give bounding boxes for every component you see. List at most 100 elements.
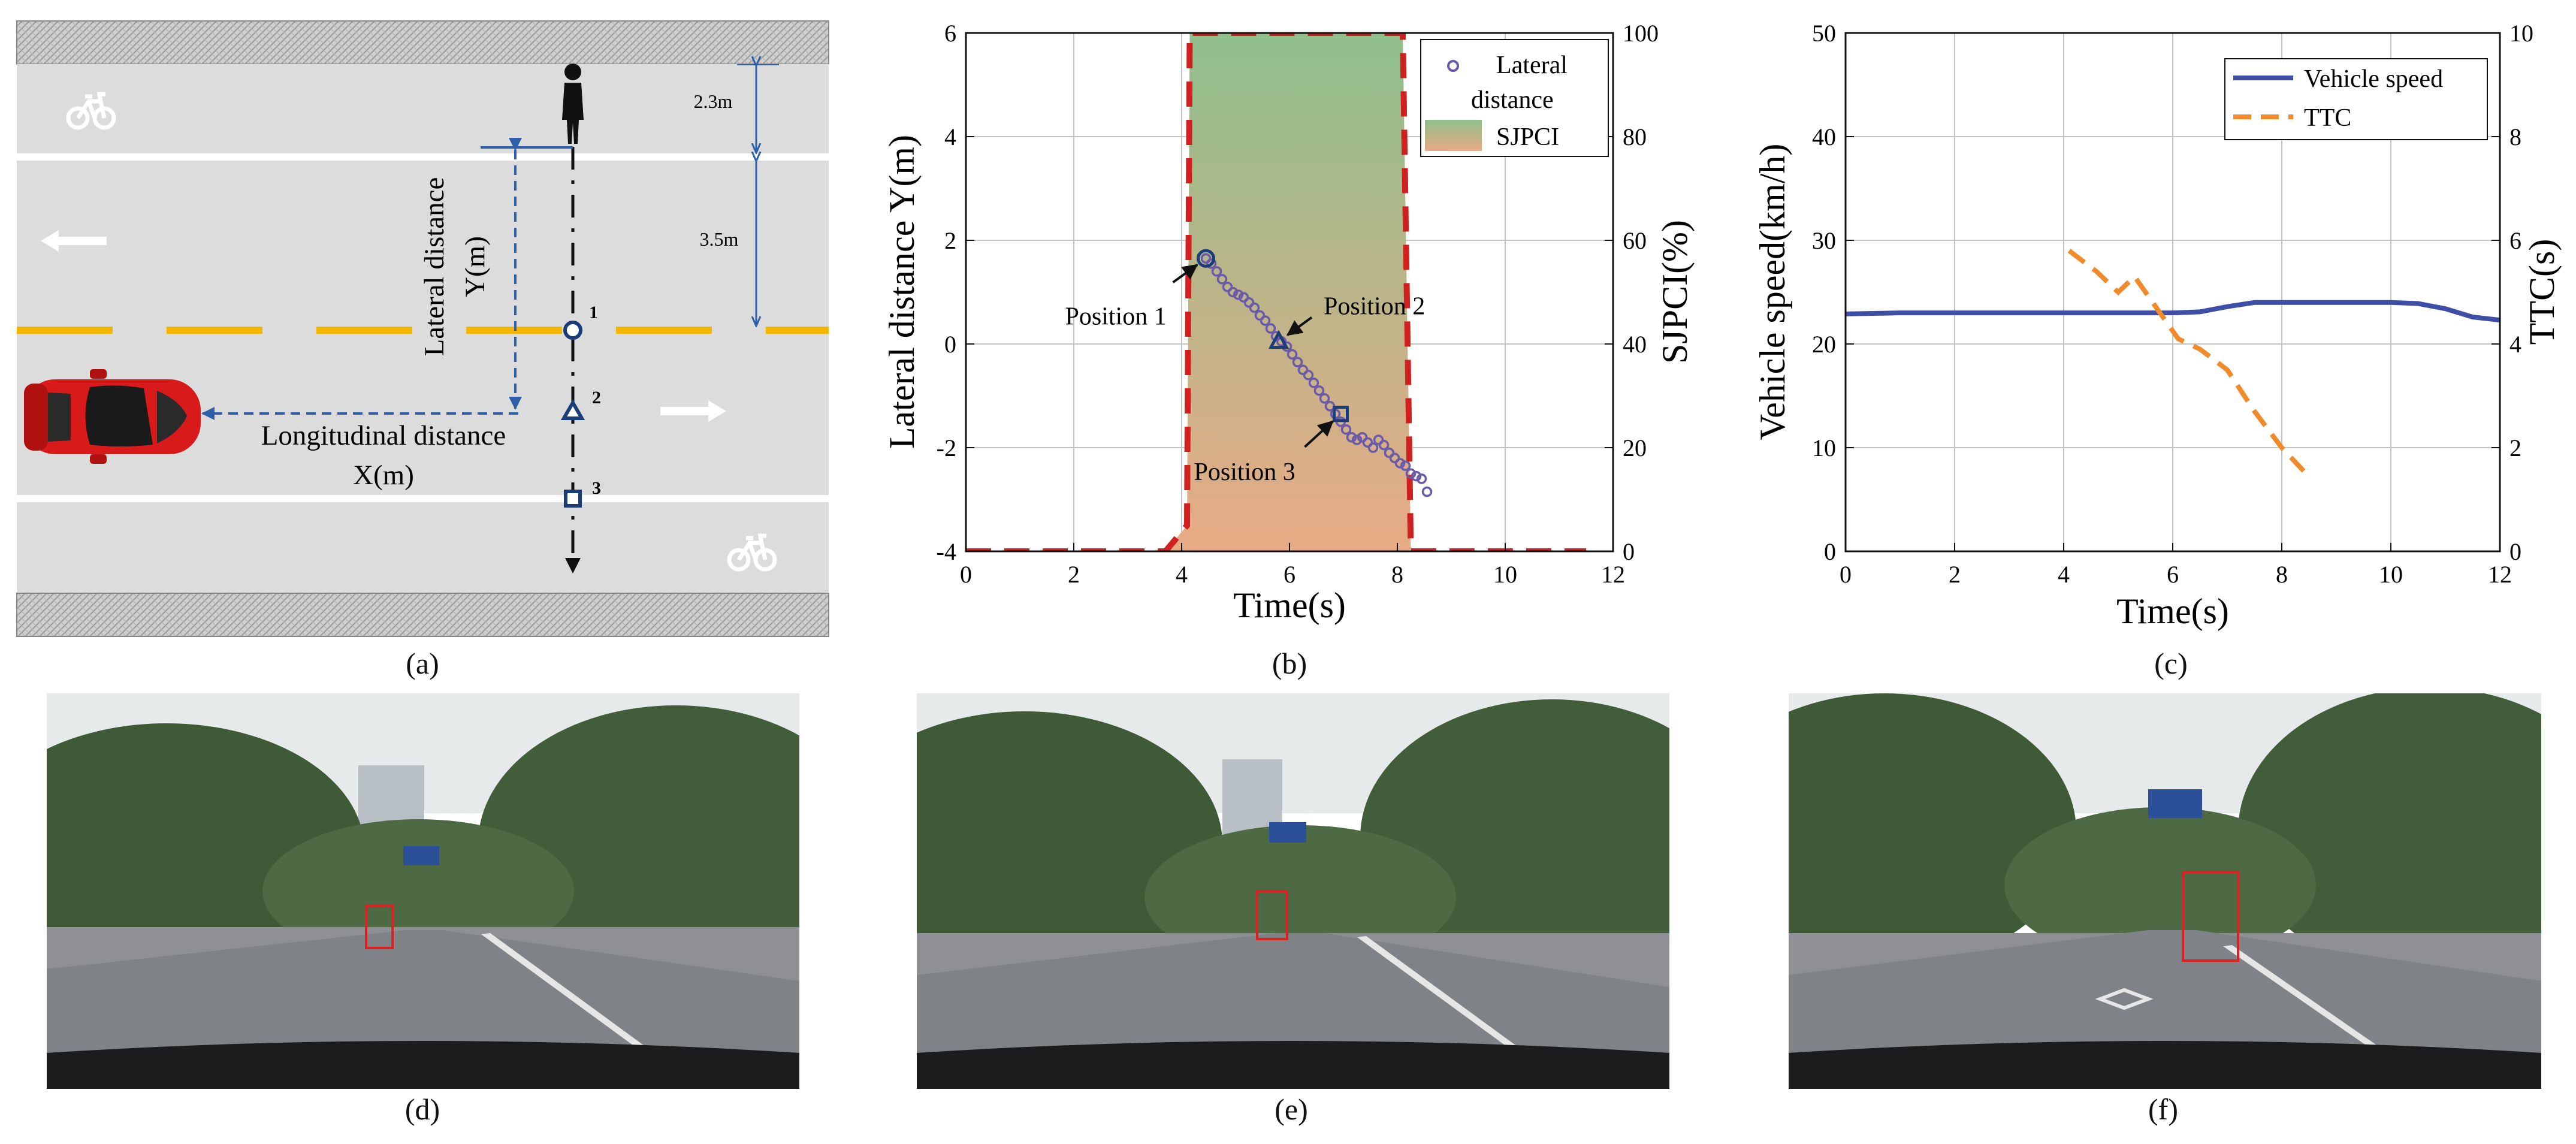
lateral-distance-point [1384,447,1395,458]
road-sign [2148,789,2202,818]
lateral-distance-point [1303,370,1314,381]
caption-d: (d) [404,1092,440,1126]
dashcam-photo [1789,693,2541,1089]
legend-marker-circle [1447,60,1459,72]
sjpci-area [966,33,1586,551]
chart-b-xlabel: Time(s) [1233,585,1346,625]
sidewalk-bottom [16,593,829,637]
caption-c: (c) [2154,647,2188,680]
chart-b-ytick-label: 2 [944,227,956,254]
dashcam-scene [917,693,1669,1089]
bicycle-icon [727,533,777,572]
lateral-distance-point [1346,431,1357,443]
chart-b-xtick-label: 10 [1493,561,1517,588]
longitudinal-distance-label: Longitudinal distance [261,420,506,451]
caption-b: (b) [1272,647,1307,680]
lateral-distance-point [1265,323,1276,334]
chart-b-xtick-label: 2 [1068,561,1080,588]
sidewalk-top [16,20,829,65]
trees-left [1789,693,2076,969]
chart-c-ytick-right-label: 0 [2509,538,2521,565]
chart-b-ytick-right-label: 100 [1623,20,1659,47]
chart-c-ytick-label: 20 [1812,331,1836,358]
lateral-distance-point [1287,349,1298,360]
trees-right [2238,693,2541,975]
chart-b-ytick-label: 6 [944,20,956,47]
position-1-marker [563,321,582,340]
lateral-distance-point [1367,442,1379,453]
lateral-distance-point [1357,431,1368,443]
lateral-distance-point [1416,473,1427,484]
lateral-distance-point [1233,289,1244,300]
chart-c-ytick-label: 0 [1824,538,1836,565]
annotation-arrow [1172,264,1198,283]
lateral-distance-point [1421,486,1433,497]
chart-b-xtick-label: 8 [1391,561,1403,588]
road-sign [403,846,439,865]
lateral-distance-point [1222,282,1233,292]
legend-label: SJPCI [1496,123,1559,151]
chart-b-xtick-label: 4 [1176,561,1188,588]
caption-e: (e) [1275,1092,1308,1126]
chart-c-ytick-right-label: 10 [2509,20,2533,47]
chart-b-ytick-label: -4 [937,538,956,565]
chart-b-ylabel: Lateral distance Y(m) [882,135,922,449]
road-sign [1269,822,1306,843]
legend-label: distance [1471,86,1554,114]
lateral-distance-point [1227,286,1239,298]
position-2-marker [1268,330,1289,349]
legend-swatch-sjpci [1425,120,1482,151]
position-3-marker [564,490,582,508]
legend-label: Lateral [1496,52,1568,79]
annotation-arrow [1304,420,1334,448]
lateral-distance-point [1211,266,1222,277]
chart-c-xtick-label: 4 [2058,561,2070,588]
lateral-distance-point [1405,468,1417,479]
pedestrian-bbox [365,905,394,949]
chart-b-ytick-right-label: 80 [1623,123,1647,150]
chart-b-legend: Lateral distance SJPCI [1420,39,1609,157]
chart-c-ytick-label: 40 [1812,123,1836,150]
position-3-marker [1333,406,1349,422]
car-icon [24,369,201,464]
marker-label: 1 [589,303,598,322]
dashcam-photo [917,693,1669,1089]
dimension-label-top: 2.3m [694,90,733,112]
chart-c-xtick-label: 10 [2379,561,2403,588]
dashboard [47,1041,799,1089]
position-1-marker [1197,249,1215,268]
lane-line [1357,936,1522,1051]
lateral-distance-point [1400,460,1411,472]
annotation-label: Position 2 [1324,293,1425,321]
chart-b-ytick-right-label: 20 [1623,434,1647,461]
chart-c-ytick-right-label: 2 [2509,434,2521,461]
chart-c-ytick-label: 10 [1812,434,1836,461]
lateral-distance-point [1200,253,1212,264]
bicycle-icon [66,92,116,130]
dashboard [1789,1041,2541,1089]
pedestrian-bbox [1256,890,1288,940]
left-arrow-icon [41,230,107,252]
marker-label: 3 [592,478,601,498]
chart-c-xtick-label: 8 [2276,561,2288,588]
pedestrian-icon [562,64,584,144]
longitudinal-distance-unit: X(m) [353,460,414,491]
chart-b: Position 1 Position 2 Position 3 0 2 4 6 8 10 12… [882,20,1695,625]
trees-left [917,711,1222,975]
lane-line [481,933,646,1048]
chart-c-ylabel-right: TTC(s) [2522,239,2562,345]
legend-label: TTC [2304,104,2351,132]
chart-c-ytick-label: 30 [1812,227,1836,254]
chart-b-ylabel-right: SJPCI(%) [1655,220,1695,364]
chart-c-legend: Vehicle speed TTC [2224,58,2488,140]
legend-box [2224,58,2488,140]
caption-a: (a) [406,647,439,680]
chart-b-ytick-right-label: 0 [1623,538,1635,565]
diamond-marking [2095,988,2154,1010]
chart-c-xtick-label: 0 [1840,561,1852,588]
pedestrian-bbox [2182,871,2239,962]
chart-b-ytick-right-label: 40 [1623,331,1647,358]
